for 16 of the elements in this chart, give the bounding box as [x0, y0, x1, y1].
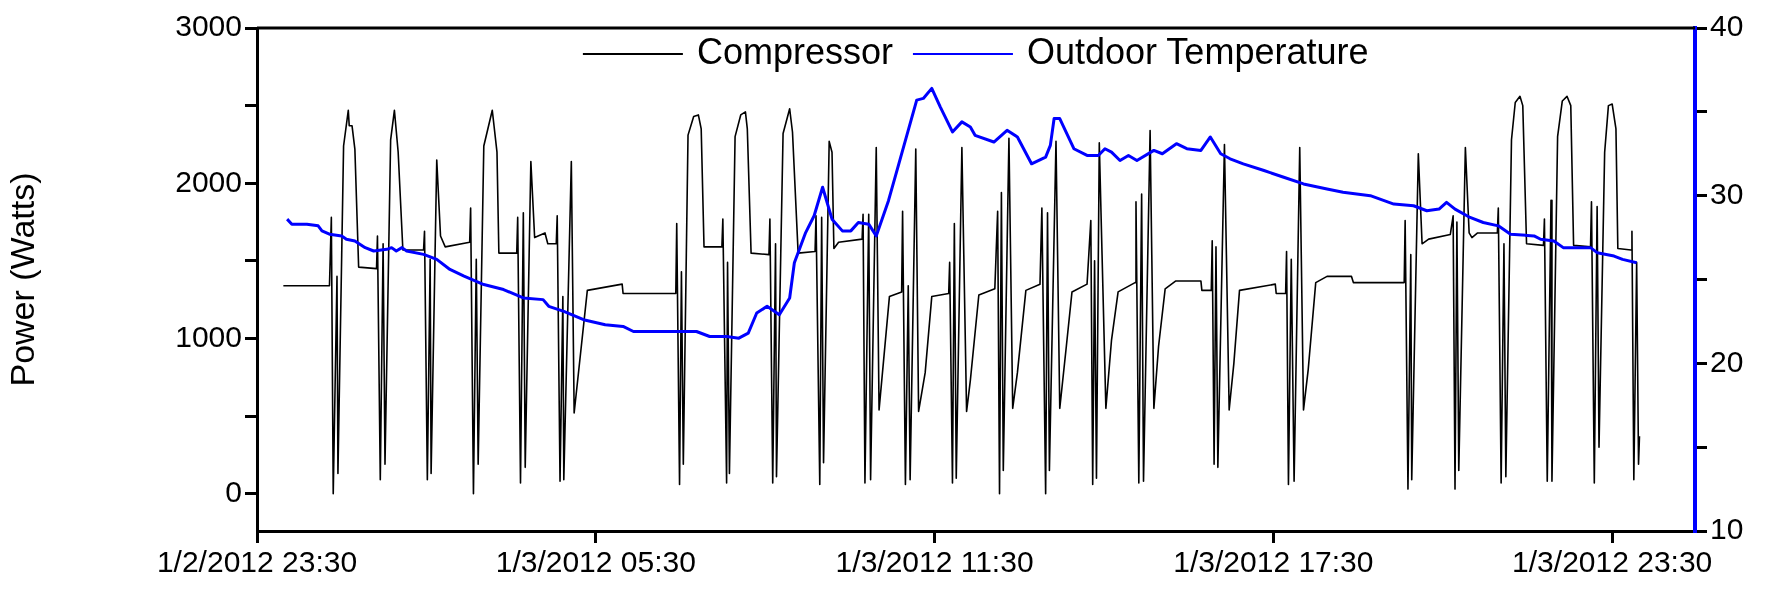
x-tick-label: 1/3/2012 23:30: [1512, 545, 1713, 579]
x-tick-label: 1/3/2012 17:30: [1173, 545, 1374, 579]
y-axis-title: Power (Watts): [2, 172, 41, 387]
y2-tick-label: 20: [1710, 344, 1744, 378]
y-tick-label: 1000: [175, 319, 242, 353]
legend-label: Outdoor Temperature: [1026, 30, 1369, 72]
x-tick-label: 1/3/2012 11:30: [835, 545, 1034, 579]
y-tick-label: 0: [225, 475, 242, 509]
x-tick-label: 1/2/2012 23:30: [156, 545, 358, 579]
y-tick-label: 2000: [175, 164, 242, 198]
y-tick-label: 3000: [175, 9, 242, 43]
y2-tick-label: 30: [1710, 176, 1744, 210]
legend-label: Compressor: [696, 30, 893, 72]
x-tick-label: 1/3/2012 05:30: [495, 545, 696, 579]
y2-tick-label: 40: [1710, 9, 1744, 43]
y2-tick-label: 10: [1710, 512, 1744, 546]
